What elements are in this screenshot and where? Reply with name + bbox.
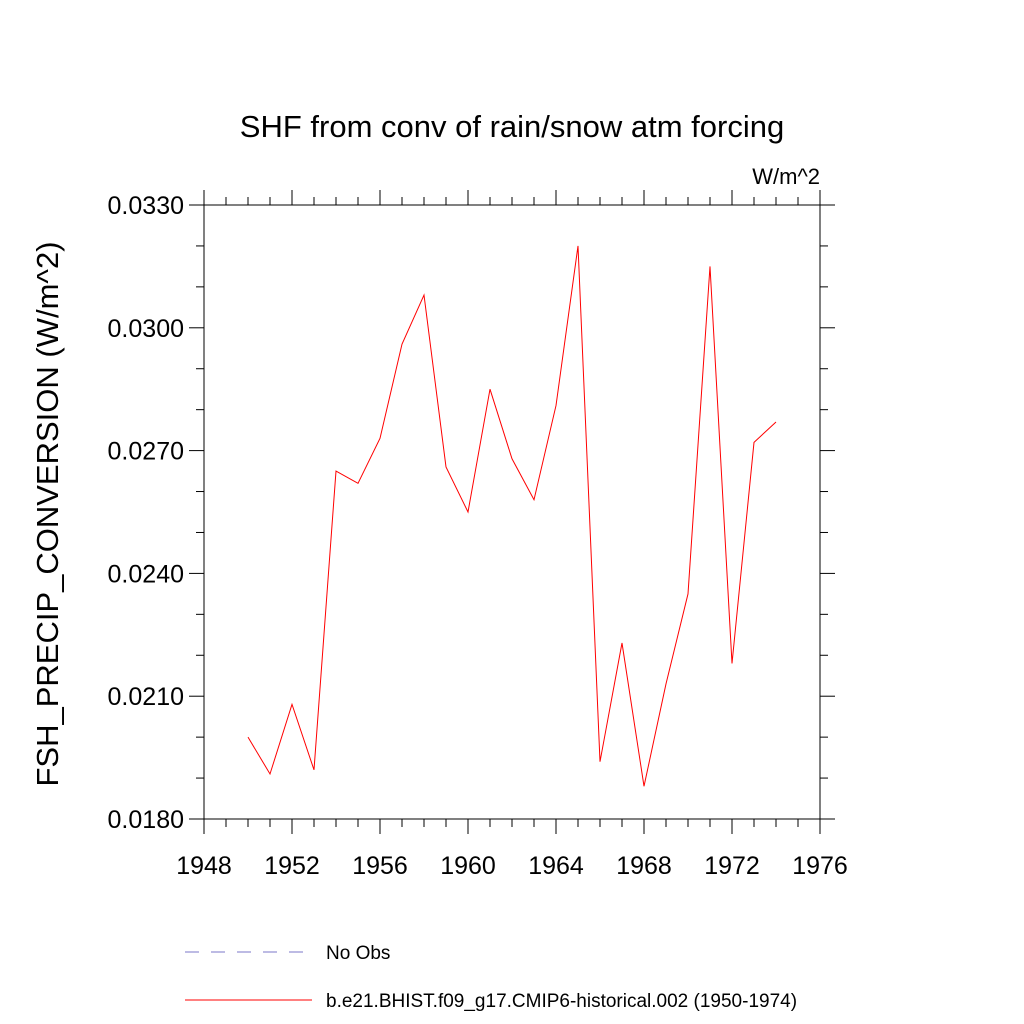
y-tick-label: 0.0240 [108, 560, 184, 588]
x-tick-label: 1952 [264, 852, 320, 880]
units-label: W/m^2 [752, 164, 820, 189]
y-tick-label: 0.0270 [108, 438, 184, 466]
x-tick-label: 1948 [176, 852, 232, 880]
legend-label: b.e21.BHIST.f09_g17.CMIP6-historical.002… [326, 991, 797, 1012]
axis-ticks: 1948 1952 1956 1960 1964 1968 1972 1976 0.0180 0.… [108, 190, 848, 880]
y-axis-label: FSH_PRECIP_CONVERSION (W/m^2) [30, 241, 65, 786]
plot-frame [203, 204, 821, 820]
legend: No Obs b.e21.BHIST.f09_g17.CMIP6-historic… [185, 943, 797, 1012]
legend-label: No Obs [326, 943, 390, 964]
series-line [247, 245, 777, 787]
chart-title: SHF from conv of rain/snow atm forcing [240, 109, 784, 144]
y-tick-label: 0.0210 [108, 683, 184, 711]
y-tick-label: 0.0330 [108, 192, 184, 220]
x-tick-label: 1972 [704, 852, 760, 880]
x-tick-label: 1976 [792, 852, 848, 880]
x-tick-label: 1956 [352, 852, 408, 880]
y-tick-label: 0.0180 [108, 806, 184, 834]
data-series [247, 245, 777, 787]
x-tick-label: 1968 [616, 852, 672, 880]
y-tick-label: 0.0300 [108, 315, 184, 343]
x-tick-label: 1964 [528, 852, 584, 880]
x-tick-label: 1960 [440, 852, 496, 880]
